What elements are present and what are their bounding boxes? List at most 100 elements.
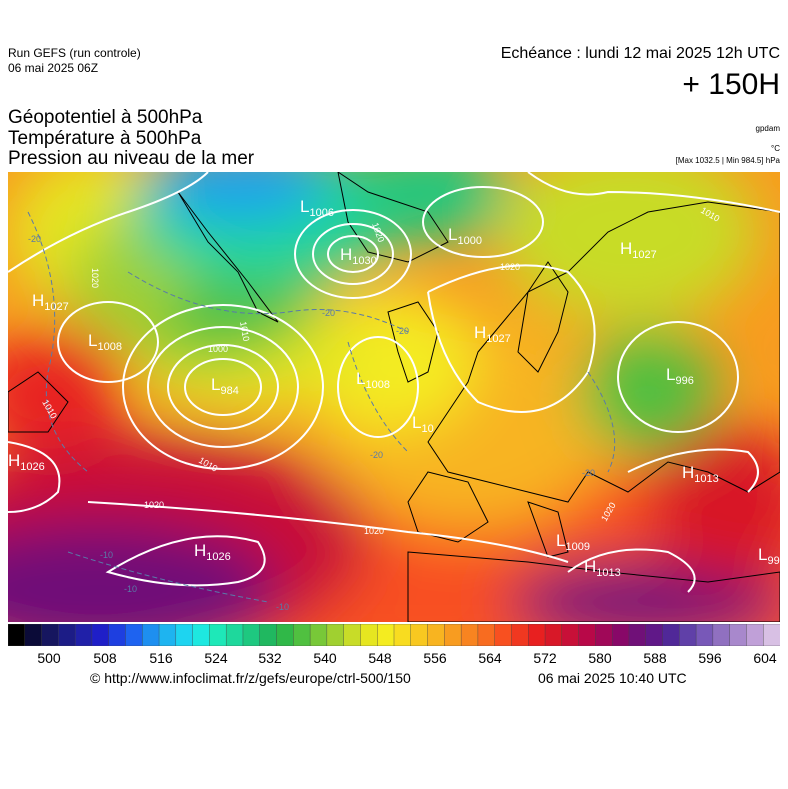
- pc-letter: H: [8, 451, 20, 470]
- colorbar-swatch: [209, 624, 227, 646]
- colorbar-swatch: [746, 624, 764, 646]
- lead-time: + 150H: [682, 68, 780, 101]
- pc-value: 1006: [309, 207, 333, 219]
- svg-text:L1008: L1008: [356, 369, 390, 391]
- pc-value: 1027: [486, 333, 510, 345]
- colorbar-swatch: [242, 624, 261, 646]
- colorbar-swatch: [192, 624, 211, 646]
- colorbar-label: 532: [258, 650, 282, 666]
- colorbar-swatch: [41, 624, 60, 646]
- svg-text:H1026: H1026: [194, 541, 231, 563]
- pc-letter: H: [32, 291, 44, 310]
- unit-temperature: °C: [771, 144, 780, 153]
- pc-letter: L: [211, 375, 220, 394]
- pc-letter: L: [448, 225, 457, 244]
- isotherm-labels: -20 -20 -20 -20 -20 -10 -10 -10: [28, 234, 595, 612]
- colorbar-swatch: [175, 624, 194, 646]
- pc-value: 1008: [97, 341, 121, 353]
- pc-letter: H: [194, 541, 206, 560]
- colorbar-swatch: [628, 624, 647, 646]
- colorbar-swatch: [410, 624, 429, 646]
- pc-letter: L: [758, 545, 767, 564]
- layer-geopotential: Géopotentiel à 500hPa: [8, 107, 203, 128]
- colorbar-swatch: [544, 624, 563, 646]
- colorbar-label: 508: [93, 650, 117, 666]
- pc-letter: L: [88, 331, 97, 350]
- isobars: [8, 172, 780, 593]
- colorbar-label: 540: [313, 650, 337, 666]
- weather-map: L1006 L1000 H1030 H1027 H1027 H1027 L100…: [8, 172, 780, 622]
- svg-text:L1006: L1006: [300, 197, 334, 219]
- colorbar-swatch: [477, 624, 496, 646]
- generated-date: 06 mai 2025 10:40 UTC: [538, 670, 687, 686]
- colorbar-swatch: [108, 624, 127, 646]
- pressure-extremes: [Max 1032.5 | Min 984.5] hPa: [675, 156, 780, 165]
- pc-value: 99: [767, 555, 779, 567]
- colorbar-label: 604: [753, 650, 777, 666]
- isotherm-label: -10: [276, 602, 289, 612]
- svg-text:L1008: L1008: [88, 331, 122, 353]
- svg-text:L1009: L1009: [556, 531, 590, 553]
- layer-pressure: Pression au niveau de la mer: [8, 148, 255, 169]
- colorbar-swatch: [712, 624, 731, 646]
- svg-text:H1027: H1027: [32, 291, 69, 313]
- svg-text:L996: L996: [666, 365, 694, 387]
- colorbar-label: 548: [368, 650, 392, 666]
- colorbar-label: 580: [588, 650, 612, 666]
- colorbar-swatch: [343, 624, 362, 646]
- pc-value: 1009: [565, 541, 589, 553]
- run-date: 06 mai 2025 06Z: [8, 61, 99, 75]
- isotherm-label: -20: [582, 468, 595, 478]
- colorbar-swatch: [679, 624, 697, 646]
- pc-value: 996: [675, 375, 693, 387]
- isotherm-label: -10: [124, 584, 137, 594]
- pc-value: 1008: [365, 379, 389, 391]
- colorbar-label: 516: [149, 650, 173, 666]
- colorbar-label: 596: [698, 650, 722, 666]
- colorbar-label: 500: [37, 650, 61, 666]
- colorbar-swatch: [393, 624, 412, 646]
- colorbar-label: 588: [643, 650, 667, 666]
- svg-text:L1000: L1000: [448, 225, 482, 247]
- svg-text:H1027: H1027: [620, 239, 657, 261]
- isotherm-label: -20: [322, 308, 335, 318]
- colorbar-swatch: [142, 624, 160, 646]
- svg-text:H1026: H1026: [8, 451, 45, 473]
- colorbar: [8, 624, 780, 646]
- colorbar-swatch: [460, 624, 479, 646]
- pc-value: 1013: [596, 567, 620, 579]
- svg-text:L99: L99: [758, 545, 780, 567]
- colorbar-swatch: [561, 624, 580, 646]
- isobar-label: 1020: [500, 262, 520, 272]
- isobar-label: 1010: [238, 321, 251, 342]
- isotherms: [27, 211, 616, 603]
- colorbar-swatch: [645, 624, 664, 646]
- pc-value: 1026: [20, 461, 44, 473]
- isotherm-label: -20: [28, 234, 41, 244]
- isotherm-label: -20: [370, 450, 383, 460]
- colorbar-label: 572: [533, 650, 557, 666]
- colorbar-swatch: [74, 624, 93, 646]
- isotherm-label: -10: [100, 550, 113, 560]
- colorbar-swatch: [24, 624, 43, 646]
- source-link[interactable]: © http://www.infoclimat.fr/z/gefs/europe…: [90, 670, 411, 686]
- pc-value: 1013: [694, 473, 718, 485]
- colorbar-swatch: [511, 624, 529, 646]
- pc-letter: H: [584, 557, 596, 576]
- colorbar-swatch: [494, 624, 513, 646]
- forecast-valid-time: Echéance : lundi 12 mai 2025 12h UTC: [500, 45, 780, 62]
- svg-text:H1030: H1030: [340, 245, 377, 267]
- pc-value: 10: [421, 423, 433, 435]
- svg-text:H1027: H1027: [474, 323, 511, 345]
- colorbar-swatch: [8, 624, 26, 646]
- colorbar-label: 524: [204, 650, 228, 666]
- colorbar-label: 564: [478, 650, 502, 666]
- run-title: Run GEFS (run controle): [8, 46, 141, 60]
- colorbar-swatch: [293, 624, 311, 646]
- colorbar-swatch: [611, 624, 630, 646]
- colorbar-swatch: [259, 624, 278, 646]
- isobar-label: 1000: [208, 344, 228, 354]
- svg-text:L10: L10: [412, 413, 434, 435]
- colorbar-swatch: [225, 624, 244, 646]
- colorbar-swatch: [729, 624, 748, 646]
